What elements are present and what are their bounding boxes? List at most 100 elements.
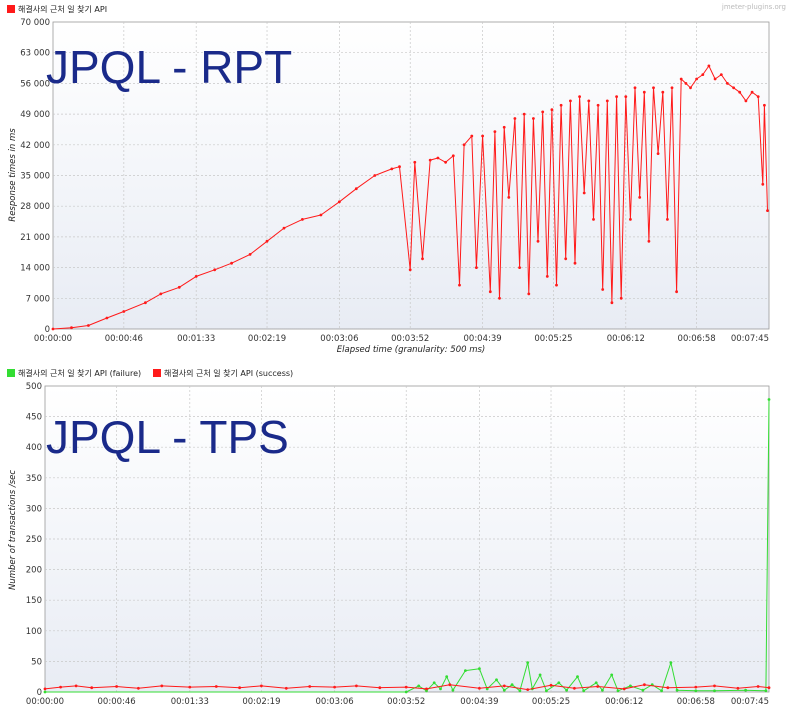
tps-x-tick-label: 00:05:25 (532, 697, 570, 706)
tps-legend-label-success: 해결사의 근처 일 찾기 API (success) (164, 368, 293, 378)
tps-y-tick-label: 450 (26, 413, 42, 423)
tps-data-point (518, 689, 522, 693)
tps-data-point (545, 689, 548, 693)
rpt-x-tick-label: 00:07:45 (731, 334, 769, 344)
rpt-overlay-title: JPQL - RPT (46, 41, 292, 93)
rpt-data-point (559, 103, 563, 107)
tps-data-point (333, 685, 336, 689)
rpt-data-point (373, 174, 377, 177)
tps-data-point (160, 684, 164, 688)
rpt-data-point (513, 117, 517, 120)
tps-data-point (260, 684, 263, 688)
rpt-data-point (144, 301, 147, 305)
rpt-data-point (633, 86, 637, 90)
tps-data-point (557, 681, 561, 685)
rpt-data-point (610, 301, 614, 305)
tps-data-point (767, 686, 771, 690)
rpt-data-point (638, 196, 642, 199)
rpt-data-point (573, 261, 577, 265)
rpt-data-point (481, 134, 484, 138)
tps-x-tick-label: 00:06:58 (677, 697, 715, 706)
rpt-data-point (624, 95, 628, 98)
rpt-y-tick-label: 14 000 (20, 264, 50, 274)
rpt-x-axis-ticks: 00:00:00 00:00:46 00:01:33 00:02:19 00:03:06… (34, 334, 769, 344)
rpt-data-point (750, 90, 754, 94)
rpt-data-point (684, 82, 688, 85)
tps-data-point (74, 684, 78, 688)
rpt-x-tick-label: 00:06:12 (607, 334, 645, 344)
tps-data-point (610, 673, 614, 677)
tps-data-point (756, 685, 760, 688)
tps-overlay-title: JPQL - TPS (46, 411, 289, 463)
tps-y-axis-ticks: 0 50 100 150 200 250 300 350 400 450 500 (26, 382, 42, 698)
rpt-x-tick-label: 00:01:33 (177, 334, 215, 344)
tps-data-point (629, 684, 632, 688)
tps-data-point (137, 686, 140, 690)
tps-data-point (694, 689, 698, 693)
tps-y-tick-label: 50 (31, 657, 42, 667)
tps-data-point (115, 685, 118, 688)
rpt-data-point (319, 213, 323, 217)
rpt-data-point (652, 86, 655, 90)
rpt-data-point (488, 290, 492, 294)
rpt-x-tick-label: 00:05:25 (534, 334, 572, 344)
rpt-data-point (475, 266, 478, 269)
rpt-data-point (532, 117, 535, 120)
tps-data-point (767, 398, 771, 401)
rpt-data-point (451, 154, 455, 158)
rpt-data-point (670, 86, 674, 90)
rpt-data-point (502, 125, 506, 129)
tps-data-point (43, 690, 47, 694)
tps-data-point (565, 688, 568, 692)
rpt-data-point (436, 156, 440, 160)
rpt-data-point (695, 77, 698, 81)
rpt-data-point (689, 86, 692, 90)
rpt-data-point (105, 316, 109, 320)
rpt-data-point (713, 77, 717, 81)
rpt-y-tick-label: 49 000 (20, 110, 50, 120)
rpt-data-point (605, 99, 609, 103)
rpt-data-point (629, 218, 632, 221)
rpt-data-point (51, 327, 55, 331)
rpt-data-point (413, 160, 417, 164)
rpt-data-point (666, 218, 669, 221)
rpt-data-point (177, 285, 181, 289)
rpt-y-tick-label: 0 (45, 325, 50, 335)
tps-data-point (478, 686, 481, 690)
rpt-x-tick-label: 00:00:46 (105, 334, 143, 344)
rpt-x-tick-label: 00:00:00 (34, 334, 72, 344)
tps-data-point (404, 685, 408, 689)
rpt-data-point (726, 82, 729, 85)
tps-series-line-0 (45, 399, 770, 693)
rpt-data-point (761, 182, 765, 186)
rpt-data-point (619, 296, 623, 300)
tps-data-point (596, 685, 600, 688)
tps-x-tick-label: 00:00:46 (98, 697, 136, 706)
rpt-data-point (707, 64, 711, 68)
rpt-data-point (194, 275, 198, 278)
rpt-data-point (444, 160, 447, 164)
tps-data-point (284, 686, 288, 690)
tps-x-tick-label: 00:04:39 (460, 697, 498, 706)
rpt-y-axis-ticks: 0 7 000 14 000 21 000 28 000 35 000 42 000 49 0… (20, 18, 50, 335)
rpt-data-point (541, 110, 545, 114)
rpt-y-tick-label: 42 000 (20, 141, 50, 151)
tps-y-tick-label: 400 (26, 443, 42, 453)
rpt-data-point (555, 283, 558, 287)
rpt-data-point (527, 292, 531, 296)
rpt-data-point (679, 77, 683, 81)
tps-data-point (417, 684, 421, 688)
tps-data-point (308, 685, 312, 688)
rpt-y-tick-label: 70 000 (20, 18, 50, 28)
rpt-data-point (647, 239, 651, 243)
tps-data-point (188, 685, 192, 689)
rpt-data-point (493, 130, 497, 134)
tps-data-point (451, 688, 455, 692)
rpt-data-point (587, 99, 591, 103)
tps-data-point (669, 661, 673, 664)
tps-data-point (744, 688, 747, 692)
tps-data-point (485, 687, 489, 691)
rpt-data-point (642, 90, 646, 94)
tps-x-axis-ticks: 00:00:00 00:00:46 00:01:33 00:02:19 00:03:06… (26, 697, 769, 706)
tps-data-point (464, 669, 467, 672)
